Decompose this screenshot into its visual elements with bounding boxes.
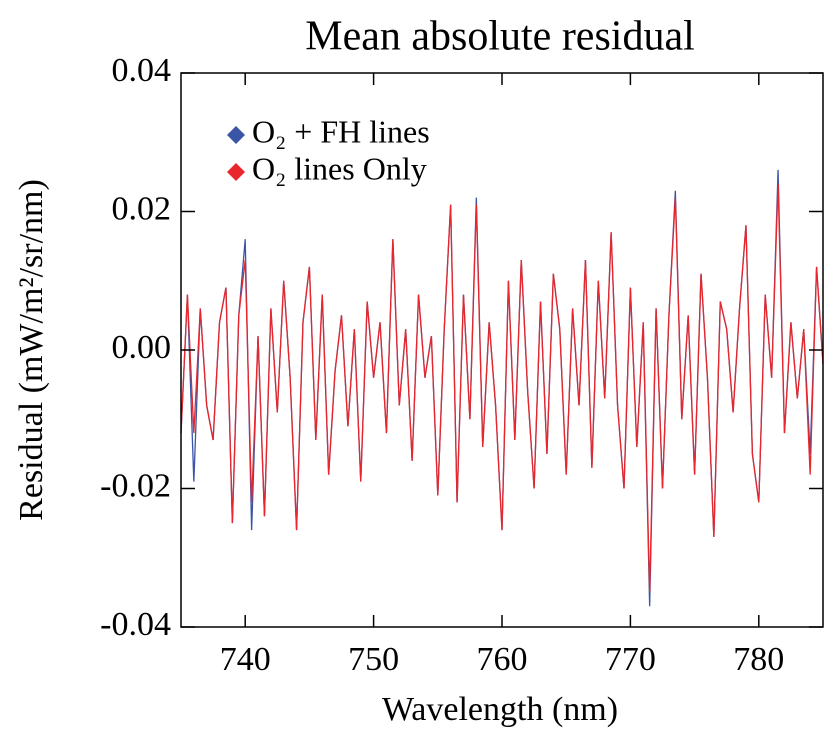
x-tick-label: 760 bbox=[477, 641, 528, 678]
x-axis-title: Wavelength (nm) bbox=[382, 691, 618, 728]
x-tick-label: 740 bbox=[220, 641, 271, 678]
y-tick-label: -0.02 bbox=[100, 467, 171, 504]
legend-marker bbox=[227, 163, 245, 181]
x-tick-label: 780 bbox=[733, 641, 784, 678]
y-tick-label: 0.04 bbox=[112, 52, 172, 89]
chart-title: Mean absolute residual bbox=[305, 14, 695, 60]
y-tick-label: -0.04 bbox=[100, 606, 171, 643]
y-tick-label: 0.00 bbox=[112, 329, 172, 366]
series-line bbox=[180, 169, 824, 607]
x-tick-label: 770 bbox=[605, 641, 656, 678]
legend-label: O₂ + FH lines bbox=[252, 113, 430, 149]
x-tick-label: 750 bbox=[348, 641, 399, 678]
series-line bbox=[180, 183, 824, 593]
y-tick-label: 0.02 bbox=[112, 190, 172, 227]
legend-marker bbox=[227, 126, 245, 144]
y-axis-title: Residual (mW/m²/sr/nm) bbox=[13, 179, 50, 521]
legend-label: O₂ lines Only bbox=[252, 150, 427, 186]
